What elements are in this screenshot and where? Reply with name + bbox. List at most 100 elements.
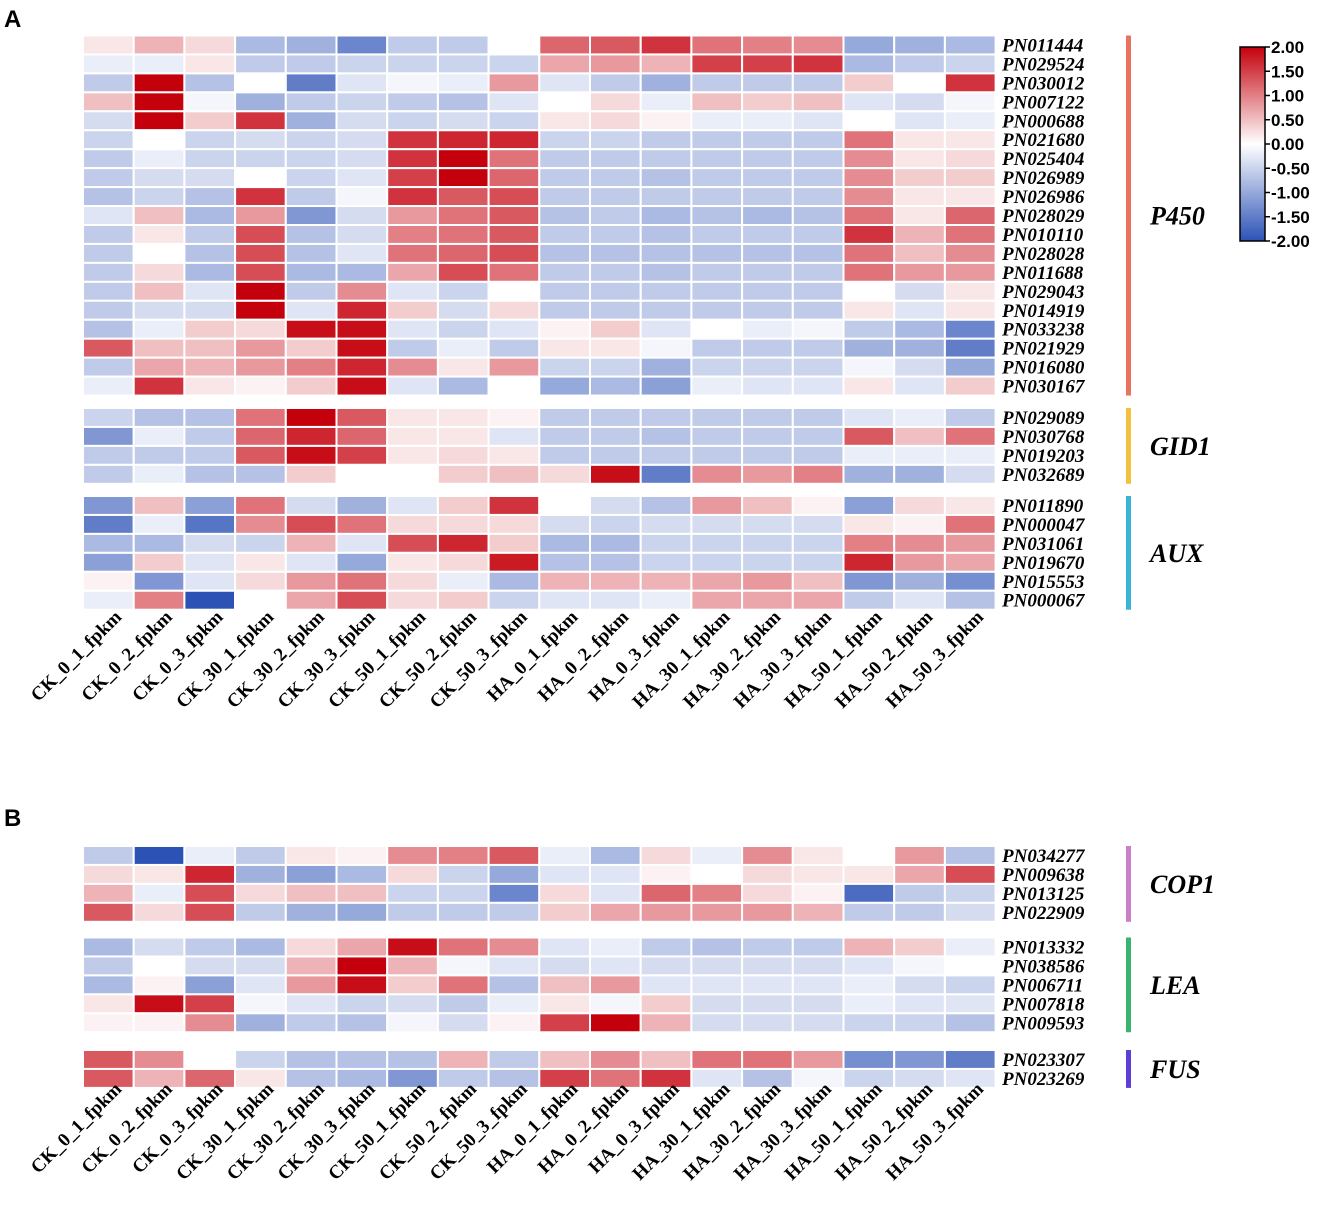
heatmap-cell — [284, 863, 338, 885]
heatmap-cell — [690, 463, 744, 485]
heatmap-cell — [335, 551, 389, 573]
heatmap-cell — [335, 205, 389, 227]
gene-label: PN028029 — [1001, 206, 1085, 227]
heatmap-cell — [487, 34, 541, 56]
heatmap-cell — [183, 882, 237, 904]
heatmap-cell — [639, 261, 693, 283]
heatmap-cell — [589, 495, 642, 516]
gene-label: PN023269 — [1001, 1069, 1085, 1090]
heatmap-cell — [234, 863, 287, 885]
heatmap-cell — [842, 532, 896, 554]
heatmap-cell — [487, 974, 541, 996]
heatmap-cell — [386, 936, 439, 958]
heatmap-cell — [436, 148, 490, 170]
heatmap-cell — [741, 444, 794, 466]
heatmap-cell — [487, 845, 541, 866]
heatmap-cell — [791, 280, 845, 302]
heatmap-cell — [386, 337, 439, 359]
gene-label: PN030768 — [1001, 427, 1085, 448]
heatmap-cell — [589, 280, 642, 302]
heatmap-cell — [487, 1012, 541, 1034]
heatmap-cell — [234, 936, 287, 958]
heatmap-cell — [386, 167, 439, 189]
heatmap-cell — [639, 356, 693, 378]
heatmap-cell — [943, 1067, 997, 1089]
legend-tick-label: 1.00 — [1271, 87, 1304, 106]
legend-tick-label: 0.50 — [1271, 111, 1304, 130]
heatmap-cell — [690, 148, 744, 170]
heatmap-cell — [842, 318, 896, 340]
gene-label: PN021929 — [1001, 339, 1085, 360]
heatmap-cell — [284, 148, 338, 170]
heatmap-cell — [639, 463, 693, 485]
heatmap-cell — [589, 1012, 642, 1034]
heatmap-cell — [741, 955, 794, 977]
heatmap-cell — [487, 425, 541, 447]
heatmap-cell — [183, 513, 237, 535]
heatmap-cell — [284, 167, 338, 189]
heatmap-cell — [639, 205, 693, 227]
heatmap-cell — [690, 993, 744, 1015]
heatmap-cell — [893, 570, 946, 592]
heatmap-cell — [487, 356, 541, 378]
heatmap-cell — [234, 148, 287, 170]
heatmap-cell — [436, 495, 490, 516]
heatmap-cell — [183, 110, 237, 132]
heatmap-cell — [589, 1049, 642, 1070]
heatmap-cell — [487, 280, 541, 302]
heatmap-cell — [132, 375, 186, 397]
heatmap-cell — [183, 242, 237, 264]
heatmap-cell — [741, 299, 794, 321]
heatmap-cell — [335, 299, 389, 321]
legend-tick-label: -0.50 — [1271, 159, 1310, 178]
gene-label: PN000688 — [1001, 111, 1085, 132]
heatmap-cell — [538, 463, 591, 485]
heatmap-cell — [741, 532, 794, 554]
heatmap-cell — [943, 34, 997, 56]
heatmap-cell — [690, 845, 744, 866]
heatmap-cell — [82, 444, 135, 466]
heatmap-cell — [436, 1012, 490, 1034]
heatmap-cell — [639, 551, 693, 573]
heatmap-cell — [791, 91, 845, 113]
heatmap-cell — [791, 551, 845, 573]
heatmap-cell — [791, 955, 845, 977]
heatmap-cell — [791, 129, 845, 151]
heatmap-cell — [589, 34, 642, 56]
heatmap-cell — [639, 495, 693, 516]
heatmap-cell — [741, 551, 794, 573]
heatmap-cell — [842, 91, 896, 113]
heatmap-cell — [842, 444, 896, 466]
heatmap-cell — [791, 167, 845, 189]
heatmap-cell — [82, 205, 135, 227]
heatmap-cell — [943, 551, 997, 573]
heatmap-cell — [234, 463, 287, 485]
heatmap-cell — [538, 513, 591, 535]
heatmap-cell — [741, 882, 794, 904]
heatmap-cell — [842, 495, 896, 516]
legend-ticks: 2.00 1.50 1.00 0.50 0.00 -0.50 -1.00 -1.50 -2.00 — [1265, 38, 1310, 251]
heatmap-cell — [335, 356, 389, 378]
heatmap-cell — [82, 53, 135, 75]
heatmap-cell — [82, 148, 135, 170]
heatmap-cell — [487, 205, 541, 227]
heatmap-cell — [132, 299, 186, 321]
heatmap-cell — [943, 53, 997, 75]
heatmap-cell — [690, 425, 744, 447]
heatmap-cell — [234, 1049, 287, 1070]
heatmap-cell — [335, 318, 389, 340]
heatmap-cell — [436, 375, 490, 397]
heatmap-cell — [690, 242, 744, 264]
legend-tick-label: -1.00 — [1271, 184, 1310, 203]
group-label: LEA — [1149, 971, 1201, 1000]
heatmap-cell — [183, 589, 237, 611]
heatmap-cell — [741, 72, 794, 94]
heatmap-cell — [183, 318, 237, 340]
heatmap-cell — [436, 551, 490, 573]
heatmap-cell — [842, 589, 896, 611]
heatmap-cell — [943, 532, 997, 554]
heatmap-cell — [284, 91, 338, 113]
heatmap-cell — [842, 863, 896, 885]
heatmap-cell — [639, 974, 693, 996]
heatmap-cell — [132, 495, 186, 516]
